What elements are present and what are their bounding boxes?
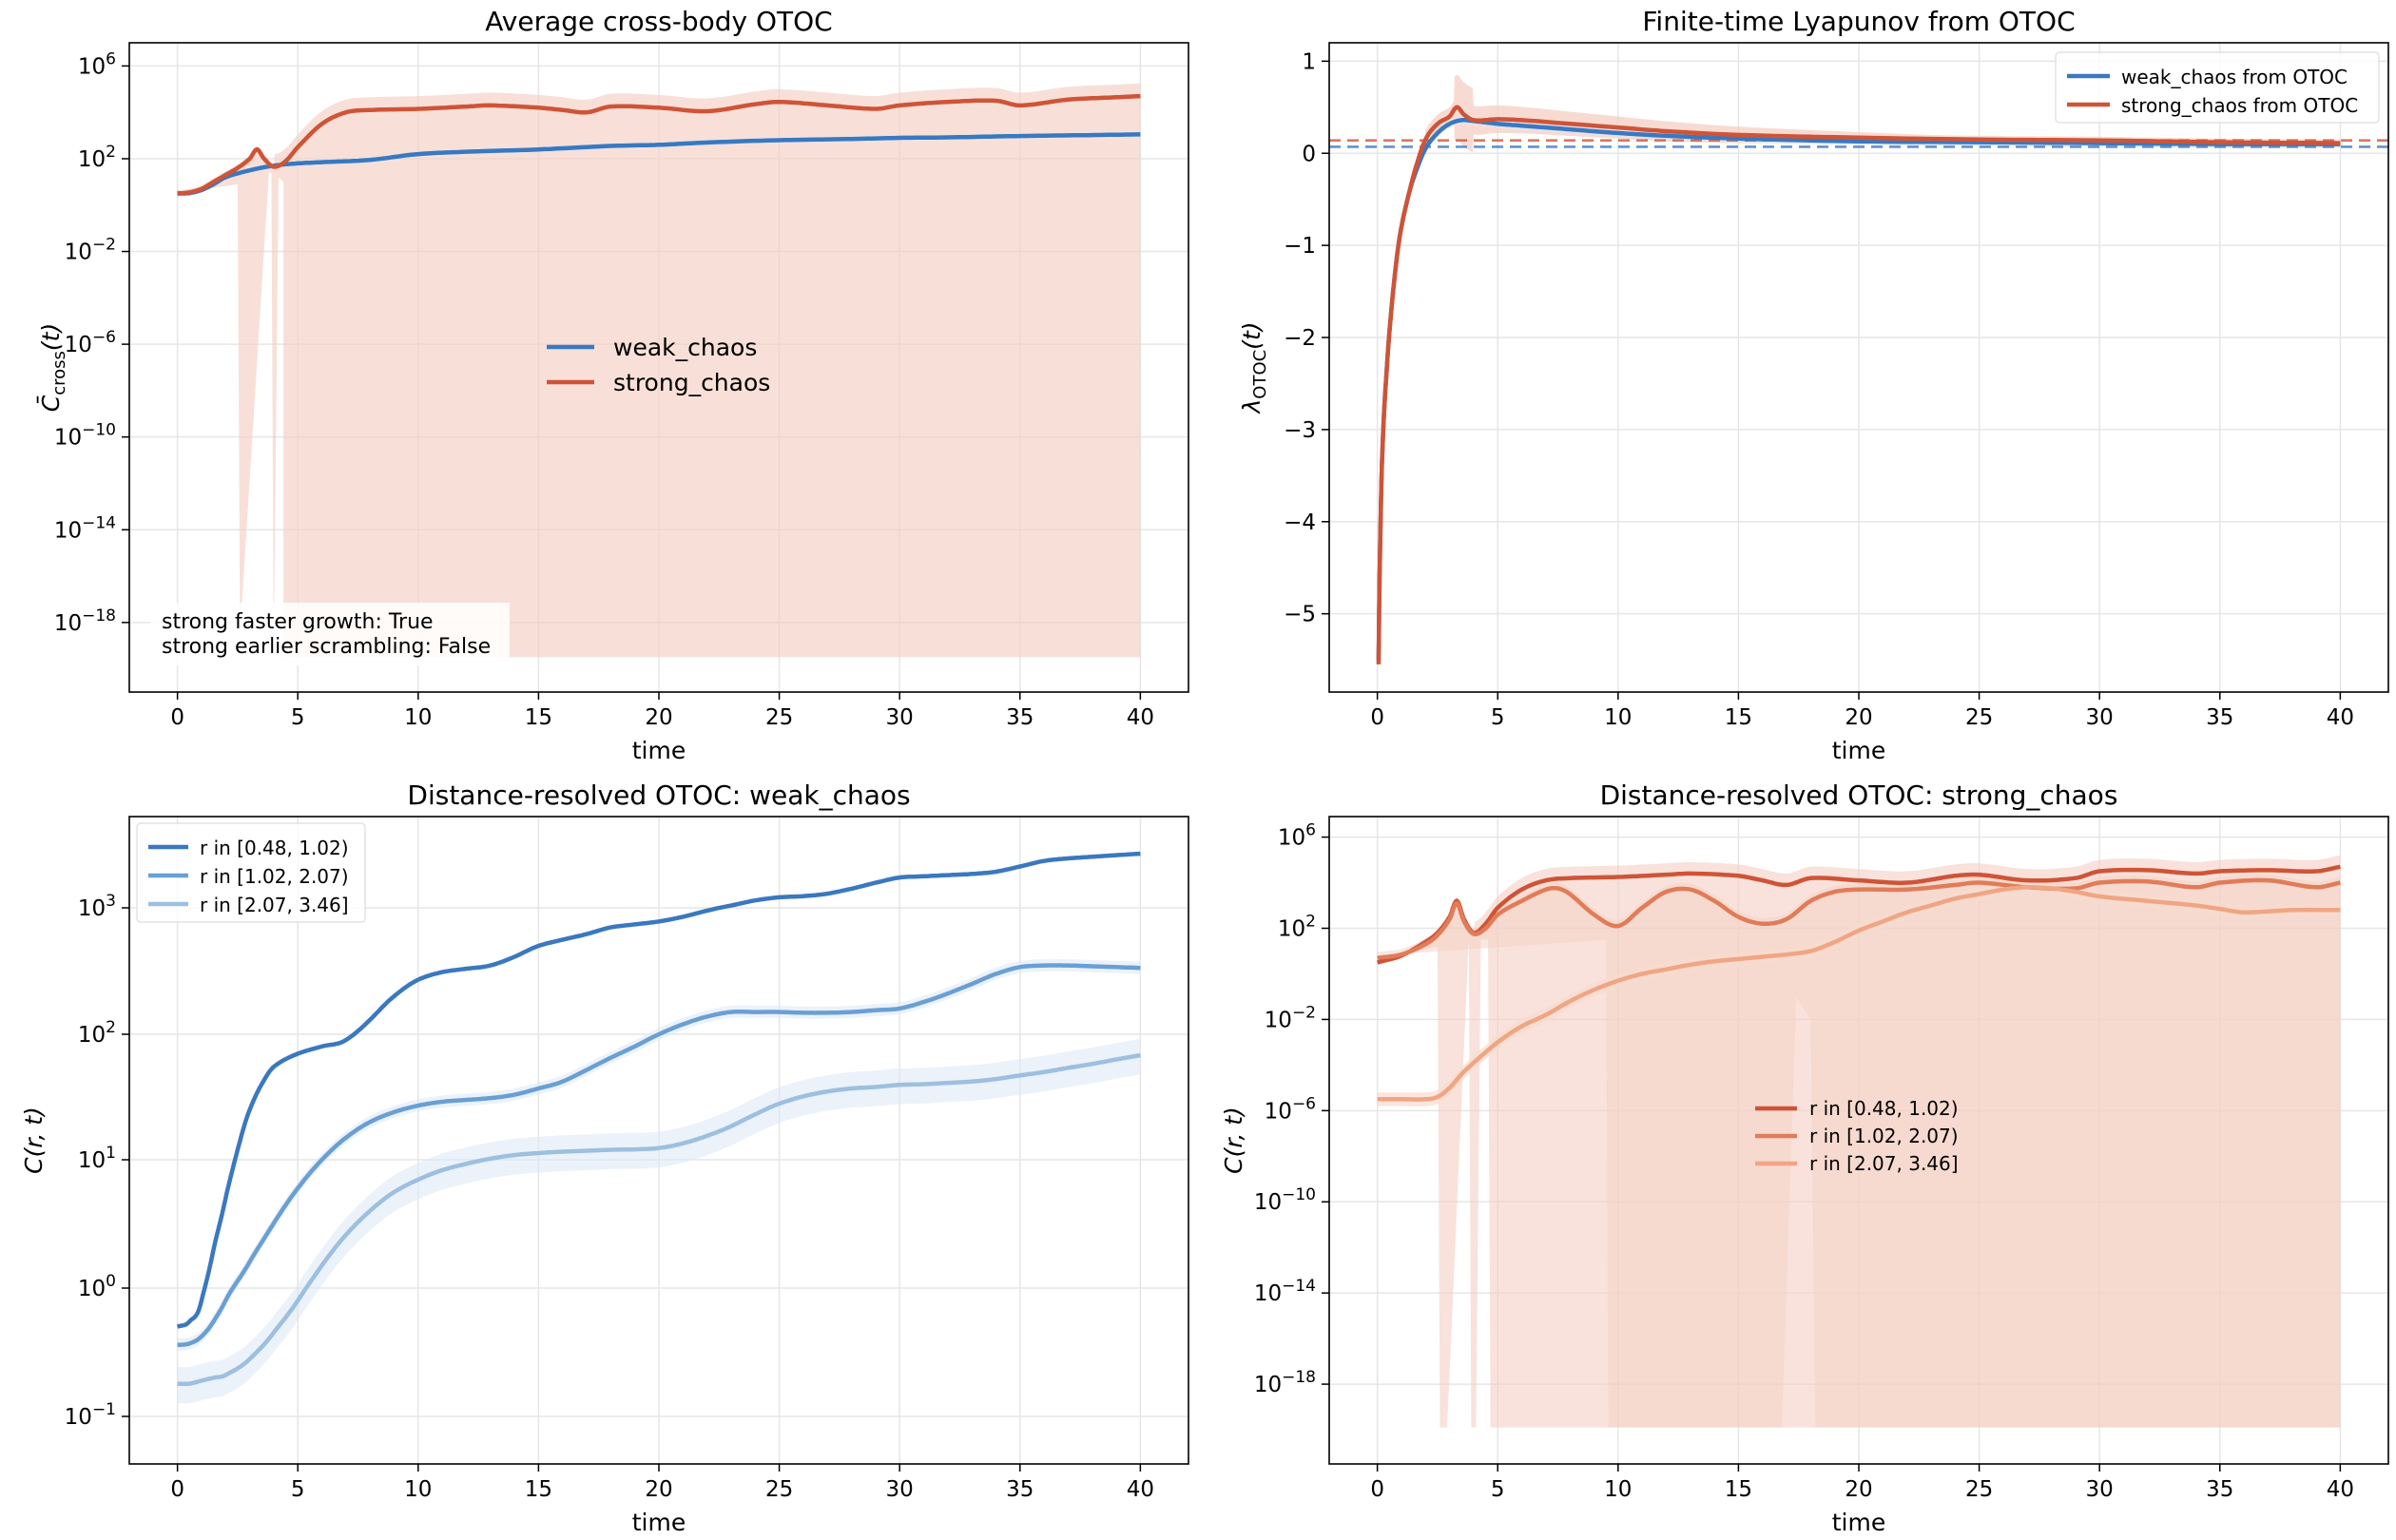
series-line-2 xyxy=(177,963,1141,1348)
x-tick-label: 35 xyxy=(1006,705,1034,730)
legend-entry: strong_chaos xyxy=(613,369,770,396)
series-line-3 xyxy=(177,1052,1141,1387)
x-tick-label: 10 xyxy=(1604,1477,1632,1502)
x-tick-label: 35 xyxy=(1006,1477,1034,1502)
legend-entry: weak_chaos from OTOC xyxy=(2121,66,2348,88)
y-axis-label: C(r, t) xyxy=(20,1107,48,1174)
legend-entry: r in [0.48, 1.02) xyxy=(200,837,349,859)
x-tick-label: 0 xyxy=(170,705,184,730)
x-tick-label: 40 xyxy=(1127,705,1154,730)
strong-chaos-line xyxy=(176,93,1141,196)
x-tick-label: 20 xyxy=(1845,1477,1872,1502)
legend: r in [0.48, 1.02) r in [1.02, 2.07) r in [… xyxy=(1755,1097,1959,1175)
x-tick-label: 10 xyxy=(1604,705,1632,730)
chart-title: Distance-resolved OTOC: strong_chaos xyxy=(1600,780,2118,811)
x-tick-label: 5 xyxy=(291,705,305,730)
x-axis-label: time xyxy=(1832,1509,1885,1536)
x-axis-label: time xyxy=(632,1509,686,1536)
legend-entry: strong_chaos from OTOC xyxy=(2121,94,2358,117)
y-tick-label: 10−14 xyxy=(1254,1277,1316,1306)
x-tick-label: 40 xyxy=(2327,705,2354,730)
band-r3 xyxy=(1377,880,2341,1107)
y-tick-label: 0 xyxy=(1302,142,1316,166)
x-tick-label: 35 xyxy=(2206,1477,2233,1502)
x-tick-label: 5 xyxy=(291,1477,305,1502)
legend-frame xyxy=(136,822,366,923)
x-tick-label: 15 xyxy=(525,705,552,730)
x-tick-label: 0 xyxy=(1370,1477,1384,1502)
y-tick-label: −1 xyxy=(1284,234,1316,259)
chart-title: Distance-resolved OTOC: weak_chaos xyxy=(407,780,910,811)
x-tick-label: 30 xyxy=(2086,705,2114,730)
x-axis-label: time xyxy=(632,737,686,764)
legend-entry: r in [2.07, 3.46] xyxy=(1809,1152,1959,1175)
legend-entry: r in [1.02, 2.07) xyxy=(200,865,349,888)
x-tick-label: 40 xyxy=(2327,1477,2354,1502)
legend-entry: r in [1.02, 2.07) xyxy=(1809,1125,1959,1147)
y-tick-label: −5 xyxy=(1284,603,1316,627)
series-band-3 xyxy=(177,1038,1141,1404)
annotation-line: strong faster growth: True xyxy=(162,610,434,634)
legend-entry: r in [2.07, 3.46] xyxy=(200,894,349,916)
chart-title: Finite-time Lyapunov from OTOC xyxy=(1642,6,2075,37)
x-tick-label: 30 xyxy=(886,705,914,730)
y-tick-label: −2 xyxy=(1284,326,1316,351)
x-tick-label: 10 xyxy=(404,1477,432,1502)
y-axis-label: C̄cross(t) xyxy=(36,323,69,412)
x-tick-label: 30 xyxy=(2086,1477,2114,1502)
y-tick-label: 10−1 xyxy=(65,1400,116,1430)
panel-average-cross-body-otoc: Average cross-body OTOC 0 5 10 15 20 25 30 35 40 1… xyxy=(36,6,1189,764)
grid xyxy=(1329,43,2388,692)
series-line-2 xyxy=(1377,877,2341,960)
strong-chaos-band xyxy=(177,83,1141,658)
legend-frame xyxy=(2055,51,2380,124)
x-axis-label: time xyxy=(1832,737,1885,764)
x-tick-label: 5 xyxy=(1491,705,1505,730)
legend-entry: r in [0.48, 1.02) xyxy=(1809,1097,1959,1120)
y-tick-label: 10−2 xyxy=(65,236,116,265)
y-axis-label: C(r, t) xyxy=(1220,1107,1247,1174)
strong-chaos-band xyxy=(1378,74,2341,667)
x-tick-label: 20 xyxy=(1845,705,1872,730)
legend: weak_chaos strong_chaos xyxy=(547,334,770,396)
y-tick-label: 10−10 xyxy=(1254,1185,1316,1215)
annotation-bg xyxy=(150,603,510,665)
x-tick-label: 25 xyxy=(765,1477,793,1502)
x-tick-label: 20 xyxy=(645,705,672,730)
band-r2 xyxy=(1377,874,2341,1428)
panel-distance-resolved-weak: Distance-resolved OTOC: weak_chaos 0 5 10 15… xyxy=(20,780,1189,1536)
series-band-2 xyxy=(177,958,1141,1352)
x-tick-label: 10 xyxy=(404,705,432,730)
x-tick-label: 25 xyxy=(1965,705,1993,730)
x-tick-label: 0 xyxy=(1370,705,1384,730)
y-tick-label: 1 xyxy=(1302,49,1316,74)
x-tick-label: 15 xyxy=(1725,1477,1752,1502)
annotation-line: strong earlier scrambling: False xyxy=(162,635,491,659)
strong-chaos-line xyxy=(1376,105,2341,664)
legend: weak_chaos from OTOC strong_chaos from OT… xyxy=(2055,51,2380,124)
y-tick-label: −4 xyxy=(1284,510,1316,535)
chart-title: Average cross-body OTOC xyxy=(485,6,832,37)
x-tick-label: 20 xyxy=(645,1477,672,1502)
x-tick-label: 0 xyxy=(170,1477,184,1502)
x-tick-label: 5 xyxy=(1491,1477,1505,1502)
y-axis-label: λOTOC(t) xyxy=(1238,321,1270,414)
x-tick-label: 25 xyxy=(1965,1477,1993,1502)
y-tick-label: −3 xyxy=(1284,418,1316,443)
x-tick-label: 35 xyxy=(2206,705,2233,730)
x-tick-label: 25 xyxy=(765,705,793,730)
x-tick-label: 15 xyxy=(1725,705,1752,730)
series-line-3 xyxy=(1377,885,2341,1102)
x-tick-label: 30 xyxy=(886,1477,914,1502)
x-tick-label: 15 xyxy=(525,1477,552,1502)
x-tick-label: 40 xyxy=(1127,1477,1154,1502)
legend-entry: weak_chaos xyxy=(613,334,757,361)
legend: r in [0.48, 1.02) r in [1.02, 2.07) r in [… xyxy=(136,822,366,923)
series-line-1 xyxy=(176,851,1141,1329)
panel-distance-resolved-strong: Distance-resolved OTOC: strong_chaos 0 5 10… xyxy=(1220,780,2389,1536)
